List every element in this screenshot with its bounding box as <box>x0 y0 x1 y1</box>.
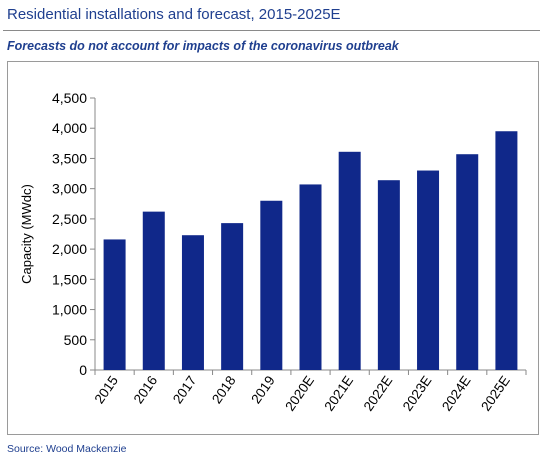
y-axis-title: Capacity (MWdc) <box>19 184 34 284</box>
y-tick-label: 4,000 <box>52 120 87 136</box>
y-tick-label: 0 <box>79 362 87 378</box>
x-tick-label: 2017 <box>170 373 200 406</box>
bar-2020E <box>299 184 322 370</box>
x-tick-label: 2024E <box>439 373 474 414</box>
x-tick-label: 2015 <box>92 373 122 406</box>
x-tick-label: 2025E <box>478 373 513 414</box>
bar-2024E <box>456 154 479 370</box>
x-tick-label: 2016 <box>131 373 161 406</box>
y-tick-label: 4,500 <box>52 90 87 106</box>
x-tick-label: 2019 <box>248 373 278 406</box>
x-tick-label: 2021E <box>321 373 356 414</box>
bar-2023E <box>417 170 440 370</box>
bar-chart: 0 500 1,000 1,500 2,000 2,500 3,000 3,500 4,000 4… <box>19 90 527 414</box>
x-tick-label: 2023E <box>400 373 435 414</box>
bar-2019 <box>260 200 283 370</box>
y-tick-label: 3,000 <box>52 181 87 197</box>
bar-2022E <box>377 180 400 370</box>
source-note: Source: Wood Mackenzie <box>7 443 127 455</box>
page-title: Residential installations and forecast, … <box>7 6 341 23</box>
bar-2018 <box>221 223 244 370</box>
bar-2015 <box>103 239 126 370</box>
chart-frame: 0 500 1,000 1,500 2,000 2,500 3,000 3,500 4,000 4… <box>7 61 539 435</box>
bar-2021E <box>338 151 361 370</box>
bar-2025E <box>495 131 518 370</box>
bar-2017 <box>181 235 204 370</box>
y-tick-label: 2,000 <box>52 241 87 257</box>
bar-2016 <box>142 211 165 370</box>
y-tick-label: 2,500 <box>52 211 87 227</box>
title-divider <box>3 30 540 31</box>
y-tick-label: 1,000 <box>52 302 87 318</box>
y-tick-label: 500 <box>64 332 88 348</box>
x-tick-label: 2022E <box>361 373 396 414</box>
x-tick-label: 2018 <box>209 373 239 406</box>
page-subtitle: Forecasts do not account for impacts of … <box>7 39 399 53</box>
x-tick-label: 2020E <box>282 373 317 414</box>
y-tick-label: 1,500 <box>52 271 87 287</box>
y-tick-label: 3,500 <box>52 150 87 166</box>
